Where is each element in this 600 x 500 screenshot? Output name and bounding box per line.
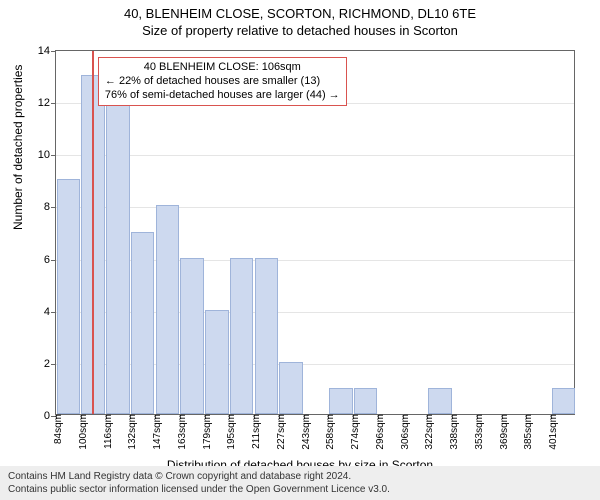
- histogram-bar: [180, 258, 204, 414]
- chart-title-line1: 40, BLENHEIM CLOSE, SCORTON, RICHMOND, D…: [0, 6, 600, 21]
- xtick-label: 401sqm: [543, 414, 559, 450]
- xtick-label: 211sqm: [246, 414, 262, 449]
- ytick-label: 4: [44, 306, 56, 318]
- annotation-line2: ← 22% of detached houses are smaller (13…: [105, 75, 340, 89]
- xtick-label: 322sqm: [419, 414, 435, 450]
- highlight-marker-line: [92, 51, 94, 414]
- xtick-label: 296sqm: [370, 414, 386, 450]
- xtick-label: 385sqm: [518, 414, 534, 450]
- histogram-bar: [329, 388, 353, 414]
- xtick-label: 163sqm: [172, 414, 188, 450]
- histogram-bar: [156, 205, 180, 414]
- histogram-bar: [57, 179, 81, 414]
- xtick-label: 243sqm: [296, 414, 312, 450]
- histogram-bar: [354, 388, 378, 414]
- xtick-label: 369sqm: [494, 414, 510, 450]
- xtick-label: 116sqm: [98, 414, 114, 449]
- y-axis-label: Number of detached properties: [11, 65, 25, 230]
- chart-plot-area: 0246810121484sqm100sqm116sqm132sqm147sqm…: [55, 50, 575, 415]
- histogram-bar: [552, 388, 576, 414]
- histogram-bar: [279, 362, 303, 414]
- footer-line1: Contains HM Land Registry data © Crown c…: [8, 470, 592, 483]
- xtick-label: 195sqm: [221, 414, 237, 450]
- footer-attribution: Contains HM Land Registry data © Crown c…: [0, 466, 600, 500]
- histogram-bar: [428, 388, 452, 414]
- ytick-label: 2: [44, 358, 56, 370]
- xtick-label: 274sqm: [345, 414, 361, 450]
- annotation-callout: 40 BLENHEIM CLOSE: 106sqm← 22% of detach…: [98, 57, 347, 106]
- annotation-line3: 76% of semi-detached houses are larger (…: [105, 89, 340, 103]
- histogram-bar: [230, 258, 254, 414]
- xtick-label: 227sqm: [271, 414, 287, 450]
- annotation-line1: 40 BLENHEIM CLOSE: 106sqm: [105, 61, 340, 75]
- xtick-label: 132sqm: [122, 414, 138, 450]
- xtick-label: 353sqm: [469, 414, 485, 450]
- histogram-bar: [106, 101, 130, 414]
- chart-title-line2: Size of property relative to detached ho…: [0, 23, 600, 38]
- ytick-label: 6: [44, 254, 56, 266]
- xtick-label: 100sqm: [73, 414, 89, 450]
- histogram-bar: [205, 310, 229, 414]
- xtick-label: 179sqm: [197, 414, 213, 450]
- footer-line2: Contains public sector information licen…: [8, 483, 592, 496]
- xtick-label: 258sqm: [320, 414, 336, 450]
- ytick-label: 12: [38, 97, 56, 109]
- ytick-label: 14: [38, 45, 56, 57]
- xtick-label: 84sqm: [48, 414, 64, 444]
- gridline: [56, 155, 574, 156]
- xtick-label: 306sqm: [395, 414, 411, 450]
- xtick-label: 147sqm: [147, 414, 163, 450]
- histogram-bar: [131, 232, 155, 415]
- xtick-label: 338sqm: [444, 414, 460, 450]
- histogram-bar: [255, 258, 279, 414]
- ytick-label: 8: [44, 201, 56, 213]
- ytick-label: 10: [38, 149, 56, 161]
- gridline: [56, 207, 574, 208]
